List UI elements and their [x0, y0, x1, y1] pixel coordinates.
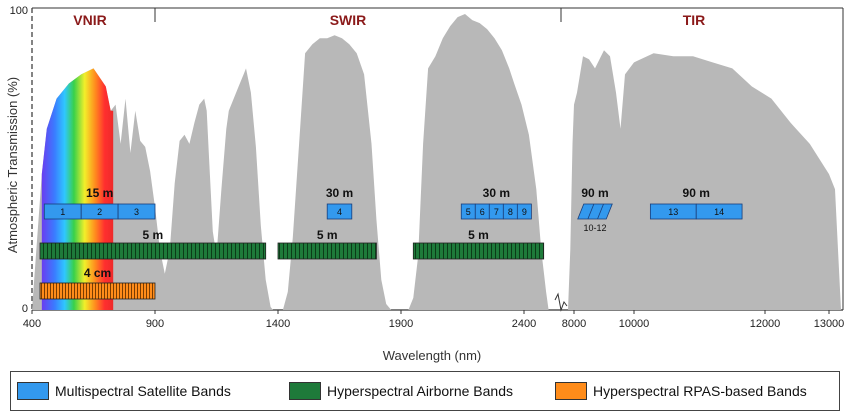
band-number-14: 14 [714, 207, 724, 217]
legend-item-rpas: Hyperspectral RPAS-based Bands [555, 381, 807, 401]
x-tick-400: 400 [23, 318, 41, 330]
band-number-10-12: 10-12 [583, 223, 606, 233]
x-tick-1400: 1400 [266, 318, 290, 330]
transmission-area-right [568, 50, 841, 311]
legend-swatch-hyperspectral [289, 382, 321, 400]
x-tick-8000: 8000 [562, 318, 586, 330]
band-number-13: 13 [668, 207, 678, 217]
legend-swatch-rpas [555, 382, 587, 400]
band-4 [326, 203, 353, 220]
band-number-4: 4 [337, 207, 342, 217]
legend-swatch-multispectral [17, 382, 49, 400]
band-10-12-divider-0 [587, 203, 595, 220]
band-number-7: 7 [494, 207, 499, 217]
x-tick-13000: 13000 [814, 318, 845, 330]
region-label-vnir: VNIR [73, 12, 106, 28]
resolution-label-swir-multispectral-4: 30 m [326, 186, 353, 200]
x-tick-1900: 1900 [389, 318, 413, 330]
resolution-label-hyperspectral-vnir: 5 m [143, 228, 164, 242]
resolution-label-hyperspectral-swir1: 5 m [317, 228, 338, 242]
x-tick-12000: 12000 [750, 318, 781, 330]
legend-label-rpas: Hyperspectral RPAS-based Bands [593, 383, 807, 399]
band-number-1: 1 [60, 207, 65, 217]
axis-break-icon [554, 292, 568, 312]
transmission-area-left [32, 14, 549, 310]
x-tick-10000: 10000 [619, 318, 650, 330]
band-bar-hyperspectral-swir1 [277, 242, 377, 260]
region-label-swir: SWIR [330, 12, 367, 28]
y-axis-label: Atmospheric Transmission (%) [5, 77, 20, 253]
band-number-5: 5 [466, 207, 471, 217]
resolution-label-rpas: 4 cm [84, 266, 111, 280]
x-axis-label: Wavelength (nm) [383, 348, 482, 363]
resolution-label-swir-multispectral-5-9: 30 m [483, 186, 510, 200]
resolution-label-tir-multispectral-10-12: 90 m [581, 186, 608, 200]
resolution-label-tir-multispectral-13-14: 90 m [683, 186, 710, 200]
band-10-12-divider-1 [597, 203, 604, 220]
band-number-2: 2 [97, 207, 102, 217]
legend-label-multispectral: Multispectral Satellite Bands [55, 383, 231, 399]
band-10-12 [577, 203, 613, 220]
band-number-6: 6 [480, 207, 485, 217]
y-tick-0: 0 [22, 303, 28, 315]
legend-item-multispectral: Multispectral Satellite Bands [17, 381, 231, 401]
band-bar-rpas [39, 282, 156, 300]
y-tick-100: 100 [10, 5, 28, 17]
band-3 [117, 203, 156, 220]
legend-label-hyperspectral: Hyperspectral Airborne Bands [327, 383, 513, 399]
band-14 [695, 203, 743, 220]
band-9 [516, 203, 532, 220]
x-tick-2400: 2400 [512, 318, 536, 330]
band-number-3: 3 [134, 207, 139, 217]
band-number-8: 8 [508, 207, 513, 217]
legend-item-hyperspectral: Hyperspectral Airborne Bands [289, 381, 513, 401]
resolution-label-hyperspectral-swir2: 5 m [468, 228, 489, 242]
resolution-label-vnir-multispectral: 15 m [86, 186, 113, 200]
x-axis-ticks: 400 900 1400 1900 2400 8000 10000 12000 13000 [23, 310, 844, 330]
region-label-tir: TIR [683, 12, 706, 28]
band-groups: 1 2 3 15 m 4 30 m 5 6 7 8 9 30 m 10-12 90 m 13 14 90 m 5 … [39, 186, 743, 300]
x-tick-900: 900 [146, 318, 164, 330]
legend: Multispectral Satellite Bands Hyperspect… [10, 371, 840, 411]
band-number-9: 9 [522, 207, 527, 217]
band-bar-hyperspectral-swir2 [412, 242, 545, 260]
band-bar-hyperspectral-vnir [39, 242, 267, 260]
transmission-chart: VNIR SWIR TIR 100 0 Atmospheric Transmis… [5, 5, 844, 363]
